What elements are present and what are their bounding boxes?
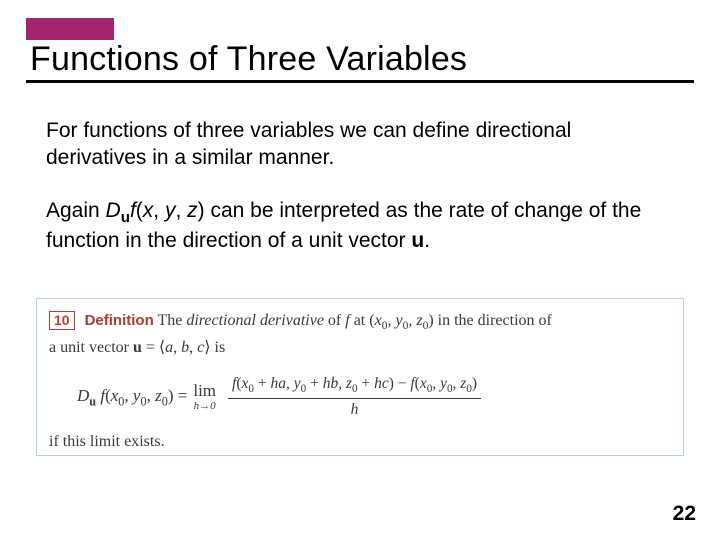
p2-pre: Again — [46, 199, 106, 222]
paragraph-1: For functions of three variables we can … — [46, 118, 674, 172]
slide: Functions of Three Variables For functio… — [0, 0, 720, 540]
frac-den: h — [351, 399, 359, 420]
def-l2b: is — [211, 339, 226, 356]
def-term: directional derivative — [186, 312, 324, 329]
frac-num: f(x0 + ha, y0 + hb, z0 + hc) − f(x0, y0,… — [228, 375, 481, 399]
definition-box: 10 Definition The directional derivative… — [36, 298, 684, 456]
p2-args: (x, y, z) — [136, 199, 205, 222]
def-abc: ⟨a, b, c⟩ — [159, 339, 211, 356]
lim-top: lim — [193, 382, 216, 399]
def-l1c: at — [350, 312, 370, 329]
paragraph-2: Again Duf(x, y, z) can be interpreted as… — [46, 198, 674, 254]
def-number: 10 — [49, 311, 75, 330]
p2-dot: . — [424, 229, 430, 252]
lhs-args: (x0, y0, z0) = — [105, 386, 187, 405]
def-l1b: of — [324, 312, 345, 329]
def-l1d: in the direction of — [434, 312, 552, 329]
def-pt: (x0, y0, z0) — [369, 312, 433, 329]
accent-block — [26, 18, 114, 40]
page-number: 22 — [673, 502, 696, 526]
def-l2a: a unit vector — [49, 339, 133, 356]
p2-uvec: u — [411, 229, 424, 252]
def-formula: Du f(x0, y0, z0) = lim h→0 f(x0 + ha, y0… — [77, 375, 671, 420]
p2-D: D — [106, 199, 121, 222]
lim-bot: h→0 — [194, 401, 216, 412]
def-line-1: 10 Definition The directional derivative… — [49, 309, 671, 361]
lhs-f: f — [96, 386, 105, 405]
slide-title: Functions of Three Variables — [30, 40, 467, 79]
def-keyword: Definition — [85, 312, 154, 329]
def-eq: = — [142, 339, 159, 356]
title-underline — [26, 80, 694, 83]
def-l1a: The — [154, 312, 187, 329]
fraction: f(x0 + ha, y0 + hb, z0 + hc) − f(x0, y0,… — [228, 375, 481, 420]
formula-lhs: Du f(x0, y0, z0) = — [77, 383, 187, 411]
def-tail: if this limit exists. — [49, 430, 671, 455]
p2-sub-u: u — [121, 209, 130, 226]
lhs-D: D — [77, 386, 89, 405]
lim: lim h→0 — [193, 382, 216, 412]
def-uvec: u — [133, 339, 142, 356]
